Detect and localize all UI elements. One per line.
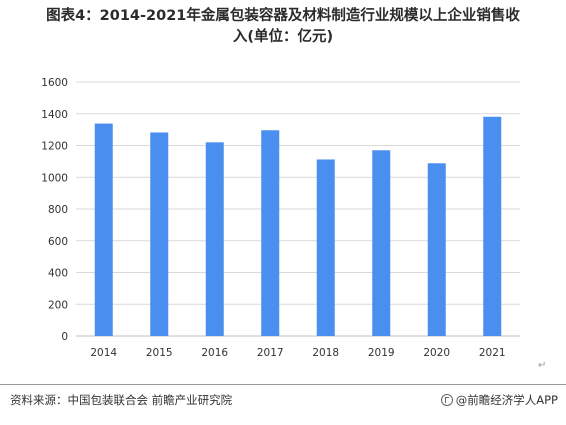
x-tick-label-2014: 2014 [90, 347, 117, 359]
brand-label: @前瞻经济学人APP [440, 392, 558, 408]
y-tick-label: 0 [61, 331, 68, 343]
footer-divider [0, 384, 566, 385]
y-tick-label: 1200 [41, 141, 68, 153]
y-tick-label: 600 [48, 236, 68, 248]
x-tick-label-2017: 2017 [257, 347, 284, 359]
bar-2014 [94, 123, 113, 336]
y-tick-label: 1400 [41, 109, 68, 121]
grid-lines [76, 81, 520, 337]
y-tick-label: 800 [48, 204, 68, 216]
y-tick-label: 200 [48, 299, 68, 311]
y-tick-label: 1000 [41, 172, 68, 184]
x-tick-label-2021: 2021 [479, 347, 506, 359]
x-tick-label-2016: 2016 [201, 347, 228, 359]
bar-2017 [261, 130, 280, 336]
x-tick-label-2015: 2015 [146, 347, 173, 359]
x-tick-label-2018: 2018 [312, 347, 339, 359]
bar-2019 [372, 150, 391, 336]
source-note: 资料来源：中国包装联合会 前瞻产业研究院 [10, 393, 233, 407]
brand-text: @前瞻经济学人APP [455, 393, 558, 407]
chart-title-line-2: 入(单位：亿元) [232, 29, 334, 45]
x-tick-labels: 2014 2015 2016 2017 2018 2019 2020 2021 [90, 347, 505, 359]
bar-2021 [483, 116, 502, 336]
y-tick-label: 400 [48, 268, 68, 280]
bar-2018 [316, 159, 335, 336]
y-tick-label: 1600 [41, 77, 68, 89]
x-tick-label-2020: 2020 [423, 347, 450, 359]
bars [94, 116, 502, 336]
x-tick-label-2019: 2019 [368, 347, 395, 359]
chart-title: 图表4：2014-2021年金属包装容器及材料制造行业规模以上企业销售收 入(单… [0, 6, 566, 48]
bar-2020 [427, 163, 446, 336]
bar-2015 [150, 132, 169, 336]
bar-2016 [205, 142, 224, 336]
brand-logo-icon [440, 394, 453, 406]
return-mark: ↵ [538, 360, 547, 371]
chart-title-line-1: 图表4：2014-2021年金属包装容器及材料制造行业规模以上企业销售收 [46, 8, 520, 24]
y-tick-labels: 0 200 400 600 800 1000 1200 1400 1600 [41, 77, 68, 343]
